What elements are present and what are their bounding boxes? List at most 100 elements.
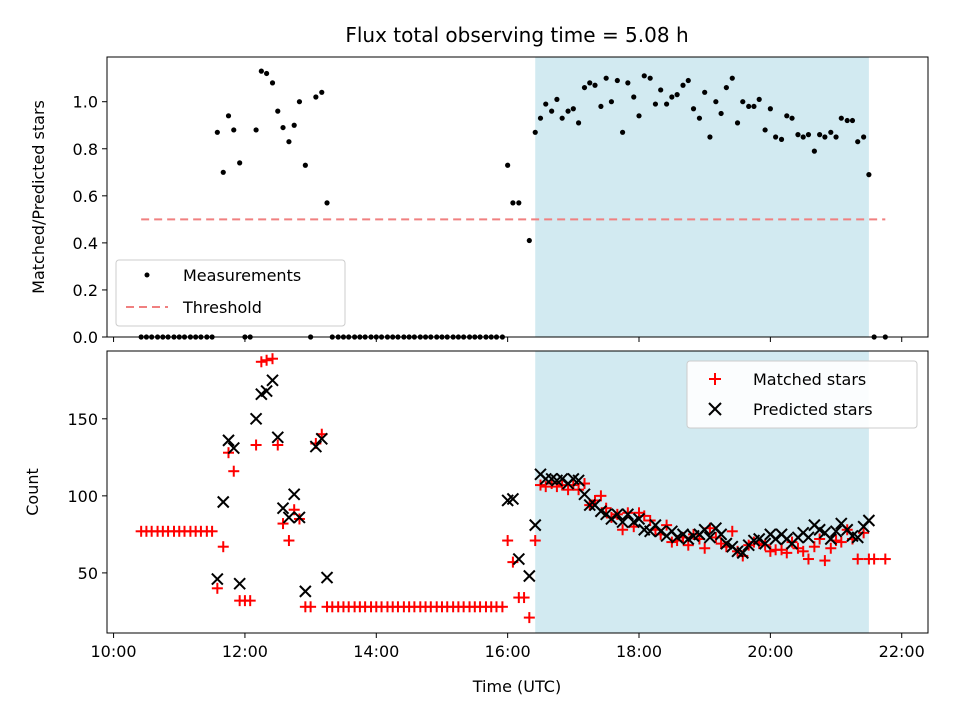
y-tick-label: 50 bbox=[78, 564, 98, 583]
count-legend: Matched stars Predicted stars bbox=[686, 360, 918, 429]
legend-predicted-marker bbox=[708, 402, 722, 416]
measurement-point bbox=[729, 75, 735, 81]
measurement-point bbox=[647, 75, 653, 81]
count-panel: 50 100 150 10:00 12:00 14:00 16:00 18:00 20:00 2… bbox=[23, 350, 929, 696]
measurement-point bbox=[833, 134, 839, 140]
matched-star-point bbox=[244, 595, 256, 607]
matched-star-point bbox=[748, 536, 760, 548]
predicted-star-point bbox=[720, 537, 733, 550]
measurement-point bbox=[264, 70, 270, 77]
matched-star-point bbox=[879, 553, 891, 565]
predicted-star-point bbox=[698, 523, 711, 536]
measurement-point bbox=[302, 162, 308, 168]
measurement-point bbox=[784, 113, 790, 119]
x-tick-label: 14:00 bbox=[353, 642, 399, 661]
measurement-point bbox=[275, 108, 281, 114]
measurement-point bbox=[532, 129, 538, 135]
y-tick-label: 100 bbox=[67, 487, 98, 506]
x-tick-label: 18:00 bbox=[616, 642, 662, 661]
predicted-star-point bbox=[233, 577, 246, 590]
predicted-star-point bbox=[260, 384, 273, 398]
matched-star-point bbox=[255, 356, 267, 368]
measurement-point bbox=[838, 115, 844, 121]
measurement-point bbox=[855, 139, 861, 145]
measurement-point bbox=[663, 101, 670, 107]
predicted-star-point bbox=[211, 572, 224, 586]
matched-star-point bbox=[699, 542, 711, 554]
measurement-point bbox=[280, 124, 286, 131]
measurement-point bbox=[718, 110, 724, 117]
measurement-point bbox=[746, 103, 752, 110]
ratio-y-axis-label: Matched/Predicted stars bbox=[29, 100, 48, 294]
measurement-point bbox=[324, 200, 330, 206]
matched-star-point bbox=[661, 519, 673, 531]
y-tick-label: 0.6 bbox=[73, 187, 98, 206]
matched-star-point bbox=[638, 510, 650, 522]
predicted-star-point bbox=[632, 512, 646, 526]
predicted-star-point bbox=[583, 498, 596, 512]
measurement-point bbox=[844, 117, 850, 124]
predicted-star-point bbox=[299, 585, 312, 598]
matched-star-point bbox=[502, 535, 514, 547]
measurement-point bbox=[690, 106, 697, 112]
measurement-point bbox=[575, 120, 582, 126]
predicted-star-point bbox=[578, 488, 591, 501]
predicted-star-point bbox=[802, 531, 815, 544]
matched-star-point bbox=[217, 541, 229, 553]
measurement-point bbox=[581, 84, 588, 91]
count-plot-frame bbox=[106, 350, 929, 634]
matched-star-point bbox=[802, 553, 814, 565]
predicted-star-point bbox=[506, 492, 520, 506]
y-tick-label: 0.8 bbox=[73, 140, 98, 159]
matched-star-point bbox=[206, 525, 218, 537]
measurement-point bbox=[603, 75, 609, 81]
chart-title: Flux total observing time = 5.08 h bbox=[345, 23, 688, 47]
ratio-legend: Measurements Threshold bbox=[115, 259, 346, 327]
measurement-point bbox=[258, 68, 264, 74]
predicted-star-point bbox=[572, 474, 585, 487]
matched-star-point bbox=[305, 601, 317, 613]
measurement-point bbox=[608, 99, 615, 105]
measurement-point bbox=[598, 103, 604, 110]
measurement-point bbox=[702, 89, 708, 95]
y-tick-label: 1.0 bbox=[73, 93, 98, 112]
measurement-point bbox=[680, 82, 686, 88]
predicted-star-point bbox=[736, 546, 749, 560]
measurement-point bbox=[811, 148, 817, 154]
predicted-star-point bbox=[539, 472, 552, 486]
matched-star-point bbox=[726, 525, 738, 537]
count-x-axis: 10:00 12:00 14:00 16:00 18:00 20:00 22:00 bbox=[91, 633, 925, 661]
matched-star-point bbox=[283, 535, 295, 547]
measurement-point bbox=[296, 99, 303, 105]
count-y-axis-label: Count bbox=[23, 468, 42, 516]
measurement-point bbox=[740, 99, 746, 105]
matched-star-point bbox=[617, 524, 629, 536]
measurement-point bbox=[778, 136, 785, 142]
predicted-star-point bbox=[611, 508, 624, 521]
matched-star-point bbox=[808, 541, 820, 553]
measurement-point bbox=[214, 129, 220, 135]
matched-star-point bbox=[814, 533, 826, 545]
predicted-star-point bbox=[282, 511, 296, 524]
measurement-point bbox=[286, 139, 292, 145]
measurement-point bbox=[767, 106, 773, 112]
matched-star-point bbox=[496, 601, 508, 613]
measurement-point bbox=[849, 117, 856, 124]
matched-star-point bbox=[261, 354, 273, 366]
measurement-point bbox=[658, 87, 664, 93]
measurement-point bbox=[713, 99, 719, 105]
predicted-star-point bbox=[862, 514, 876, 527]
measurement-point bbox=[570, 106, 576, 112]
measurement-point bbox=[828, 129, 834, 135]
measurement-point bbox=[685, 77, 691, 84]
matched-star-point bbox=[759, 539, 771, 551]
predicted-star-point bbox=[276, 501, 290, 515]
measurement-point bbox=[800, 134, 806, 140]
measurement-point bbox=[636, 113, 642, 119]
measurement-point bbox=[526, 237, 532, 244]
ratio-plot-frame bbox=[106, 56, 929, 338]
measurement-point bbox=[723, 84, 729, 91]
matched-star-point bbox=[868, 553, 880, 565]
measurement-point bbox=[319, 89, 325, 95]
